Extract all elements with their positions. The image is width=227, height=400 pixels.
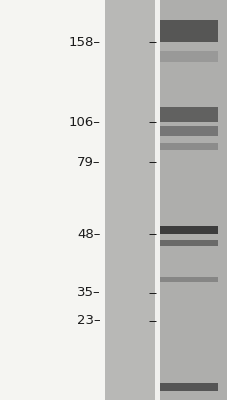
Bar [159,226,217,234]
Bar [159,383,217,391]
Bar [159,107,217,122]
Text: 23–: 23– [76,314,100,327]
Text: 79–: 79– [76,156,100,168]
Bar [104,0,154,400]
Text: 48–: 48– [76,228,100,240]
Bar [155,0,159,400]
Bar [159,277,217,282]
Bar [159,20,217,42]
Bar [159,0,227,400]
Bar [159,240,217,246]
Text: 35–: 35– [76,286,100,299]
Bar [159,51,217,62]
Bar [159,126,217,136]
Text: 158–: 158– [68,36,100,48]
Bar [159,143,217,150]
Text: 106–: 106– [68,116,100,128]
